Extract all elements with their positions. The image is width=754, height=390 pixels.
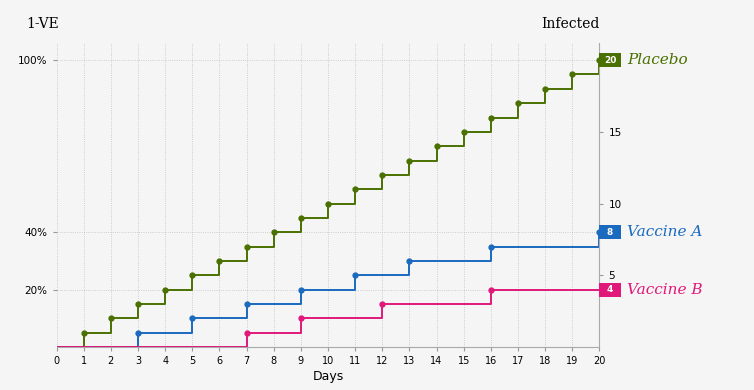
Text: 20: 20 (604, 56, 616, 65)
Text: 8: 8 (607, 228, 613, 237)
Text: Vaccine A: Vaccine A (627, 225, 703, 239)
Text: 4: 4 (607, 285, 613, 294)
X-axis label: Days: Days (312, 370, 344, 383)
Text: Vaccine B: Vaccine B (627, 283, 703, 297)
Text: Placebo: Placebo (627, 53, 688, 67)
Text: 1-VE: 1-VE (26, 17, 60, 31)
Text: Infected: Infected (541, 17, 599, 31)
